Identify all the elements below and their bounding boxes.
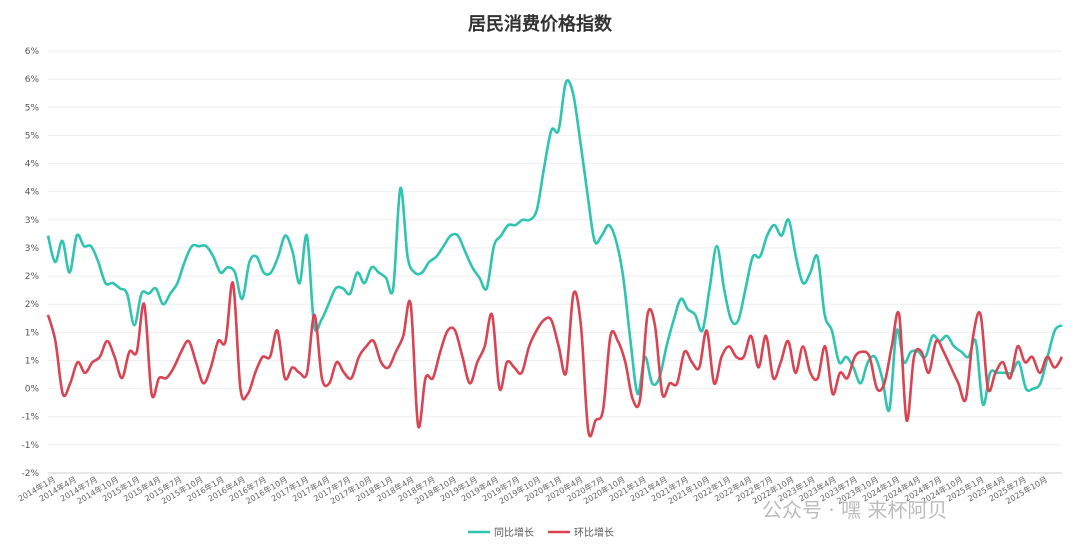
- y-tick-label: 6%: [25, 47, 40, 57]
- y-tick-label: -2%: [21, 469, 39, 479]
- y-tick-label: 4%: [25, 160, 40, 170]
- y-tick-label: 5%: [25, 131, 40, 141]
- y-tick-label: 2%: [25, 272, 40, 282]
- y-tick-label: 3%: [25, 244, 40, 254]
- series-line-yoy: [46, 79, 1063, 413]
- y-tick-label: -1%: [21, 441, 39, 451]
- y-tick-label: 4%: [25, 188, 40, 198]
- legend-label: 环比增长: [574, 526, 614, 539]
- chart-title: 居民消费价格指数: [468, 14, 612, 35]
- watermark-text: 公众号 · 嘿 来杯阿贝: [762, 498, 947, 522]
- y-tick-label: 2%: [25, 300, 40, 310]
- y-tick-label: 1%: [25, 356, 40, 366]
- y-tick-label: 1%: [25, 328, 40, 338]
- y-tick-label: 0%: [25, 385, 40, 395]
- legend-label: 同比增长: [494, 526, 534, 539]
- y-tick-label: 3%: [25, 216, 40, 226]
- y-tick-label: 6%: [25, 75, 40, 85]
- y-tick-label: -1%: [21, 413, 39, 423]
- series-line-mom: [46, 281, 1064, 438]
- y-tick-label: 5%: [25, 103, 40, 113]
